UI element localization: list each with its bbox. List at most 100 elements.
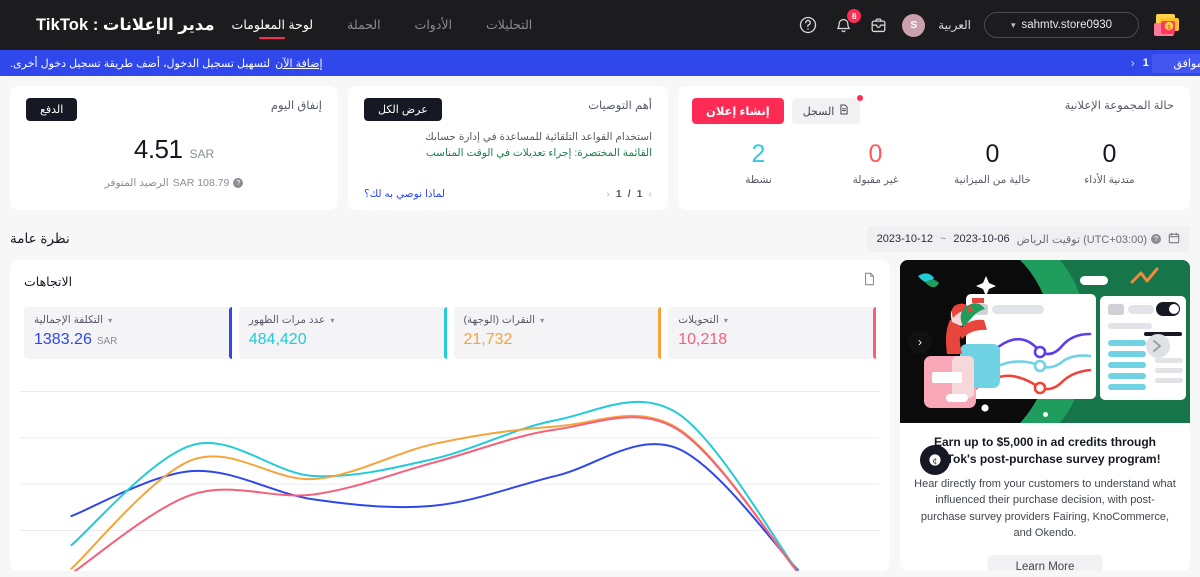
user-avatar[interactable]: S [902,13,926,37]
log-button[interactable]: السجل [791,95,864,124]
inbox-icon[interactable] [867,14,889,36]
metric-card-impressions[interactable]: عدد مرات الظهور ▾ 484,420 [238,307,447,359]
metric-total-cost-value: 1383.26 [34,331,92,348]
metric-accent-bar [443,307,447,359]
create-ad-button[interactable]: إنشاء إعلان [692,98,784,124]
ad-group-status-actions: إنشاء إعلان السجل [692,95,864,124]
account-selector[interactable]: sahmtv.store0930 ▾ [984,12,1139,38]
trend-metric-cards: التكلفة الإجمالية ▾ 1383.26 SAR عدد مرات… [24,307,876,359]
metric-impressions-value: 484,420 [248,331,307,348]
recommendations-footer: لماذا نوصي به لك؟ ‹ 1 / 1 › [364,188,652,200]
recommendation-text-line-1: استخدام القواعد التلقائية للمساعدة في إد… [425,131,652,143]
status-low-performance-value: 0 [1102,140,1117,168]
promo-learn-more-button[interactable]: Learn More [987,555,1103,571]
date-range-start: 2023-10-06 [953,233,1010,245]
overview-date-row: نظرة عامة 2023-10-12 ~ 2023-10-06 (UTC+0… [10,224,1190,254]
view-all-recommendations-button[interactable]: عرض الكل [364,98,442,121]
announcement-bar: لتسهيل تسجيل الدخول، أضف طريقة تسجيل دخو… [0,50,1200,76]
metric-conversions-label: التحويلات [678,314,719,326]
chart-series-3 [71,417,798,571]
ad-group-status-title: حالة المجموعة الإعلانية [1064,100,1174,112]
metric-clicks-value: 21,732 [463,331,513,348]
page-content: إنفاق اليوم الدفع 4.51 SAR الرصيد المتوف… [0,76,1200,571]
chevron-down-icon[interactable]: ▾ [330,315,335,325]
info-question-icon[interactable]: ? [233,178,244,188]
chart-gridlines [20,391,880,531]
status-low-performance-label: متدنية الأداء [1084,173,1135,186]
recommendations-next-icon[interactable]: ‹ [606,188,610,200]
nav-link-analytics[interactable]: التحليلات [486,18,533,32]
recommendations-pager: ‹ 1 / 1 › [606,188,652,200]
calendar-icon [1168,232,1180,247]
why-recommended-link[interactable]: لماذا نوصي به لك؟ [364,188,446,200]
log-alert-dot [857,95,864,101]
metric-accent-bar [228,307,232,359]
today-spend-amount-group: 4.51 SAR [26,134,322,165]
status-out-of-budget-label: خالية من الميزانية [954,173,1031,186]
metric-card-conversions[interactable]: التحويلات ▾ 10,218 [668,307,876,359]
summary-cards-row: إنفاق اليوم الدفع 4.51 SAR الرصيد المتوف… [10,86,1190,210]
metric-card-total-cost[interactable]: التكلفة الإجمالية ▾ 1383.26 SAR [24,307,232,359]
status-stat-out-of-budget[interactable]: 0 خالية من الميزانية [934,140,1051,186]
overview-section-title: نظرة عامة [10,231,70,246]
main-nav-links: لوحة المعلومات الحملة الأدوات التحليلات [215,0,550,50]
date-range-picker[interactable]: 2023-10-12 ~ 2023-10-06 (UTC+03:00) توقي… [866,226,1190,252]
language-selector[interactable]: العربية [938,18,971,32]
date-range-separator: ~ [939,233,947,245]
svg-text:$: $ [1167,24,1171,31]
chevron-down-icon[interactable]: ▾ [108,315,113,325]
available-balance-group: الرصيد المتوفر SAR 108.79 ? [26,177,322,189]
recommendations-prev-icon[interactable]: › [648,188,653,200]
nav-link-tools[interactable]: الأدوات [414,18,452,32]
promo-carousel-dots[interactable] [900,412,1190,417]
promo-description: Hear directly from your customers to und… [914,477,1176,540]
top-navigation-bar: مدير الإعلانات : TikTok لوحة المعلومات ا… [0,0,1200,50]
today-spend-title: إنفاق اليوم [270,100,322,112]
nav-left-group: 8 S العربية sahmtv.store0930 ▾ $ [797,9,1184,39]
chart-series-2 [71,416,798,571]
timezone-info-icon[interactable]: ? [1151,234,1161,244]
tiktok-ads-manager-logo[interactable]: مدير الإعلانات : TikTok [36,16,215,34]
metric-accent-bar [873,307,876,359]
status-not-approved-label: غير مقبولة [852,173,899,186]
announcement-action-link[interactable]: إضافة الآن [275,57,323,70]
promo-carousel-prev-icon[interactable]: ‹ [908,329,932,354]
status-stat-low-performance[interactable]: 0 متدنية الأداء [1051,140,1168,186]
recommendation-text-line-2[interactable]: القائمة المختصرة: إجراء تعديلات في الوقت… [425,146,652,159]
help-icon[interactable] [797,14,819,36]
announcement-ok-button[interactable]: موافق [1152,54,1200,73]
status-active-label: نشطة [745,173,772,186]
metric-total-cost-currency: SAR [96,336,118,347]
chevron-down-icon: ▾ [1010,19,1016,30]
recommendations-body: استخدام القواعد التلقائية للمساعدة في إد… [364,130,652,162]
metric-impressions-header: عدد مرات الظهور ▾ [249,314,437,326]
chart-series-lines [71,402,798,571]
chevron-down-icon[interactable]: ▾ [540,315,545,325]
announcement-message-group: لتسهيل تسجيل الدخول، أضف طريقة تسجيل دخو… [10,57,323,70]
nav-link-dashboard[interactable]: لوحة المعلومات [215,0,331,50]
chart-series-1 [71,402,798,571]
metric-conversions-value: 10,218 [678,331,728,348]
available-balance-label: الرصيد المتوفر [104,177,169,189]
promo-dot[interactable] [1042,412,1048,417]
available-balance-value: SAR 108.79 [172,177,230,189]
status-stat-not-approved[interactable]: 0 غير مقبولة [817,140,934,186]
export-document-icon[interactable] [863,272,876,291]
log-document-icon [839,104,849,118]
overview-content-row: الاتجاهات التكلفة الإجمالية ▾ 1383.26 [10,260,1190,571]
recommendations-page-current: 1 [615,188,622,200]
nav-link-campaign[interactable]: الحملة [347,18,381,32]
nav-right-group: مدير الإعلانات : TikTok لوحة المعلومات ا… [10,0,549,50]
chevron-down-icon[interactable]: ▾ [723,315,728,325]
top-recommendations-card: أهم التوصيات عرض الكل استخدام القواعد ال… [348,86,668,210]
metric-card-clicks[interactable]: النقرات (الوجهة) ▾ 21,732 [453,307,662,359]
promo-illustration: ‹ [900,260,1190,423]
pay-button[interactable]: الدفع [26,98,78,121]
announcement-next-icon[interactable]: ‹ [1130,56,1135,70]
gift-icon[interactable]: $ [1152,11,1184,39]
status-stat-active[interactable]: 2 نشطة [700,140,817,186]
metric-clicks-value-group: 21,732 [464,331,652,349]
notifications-bell-icon[interactable]: 8 [832,9,862,36]
metric-clicks-label: النقرات (الوجهة) [463,314,536,326]
svg-text:¢: ¢ [932,456,937,465]
